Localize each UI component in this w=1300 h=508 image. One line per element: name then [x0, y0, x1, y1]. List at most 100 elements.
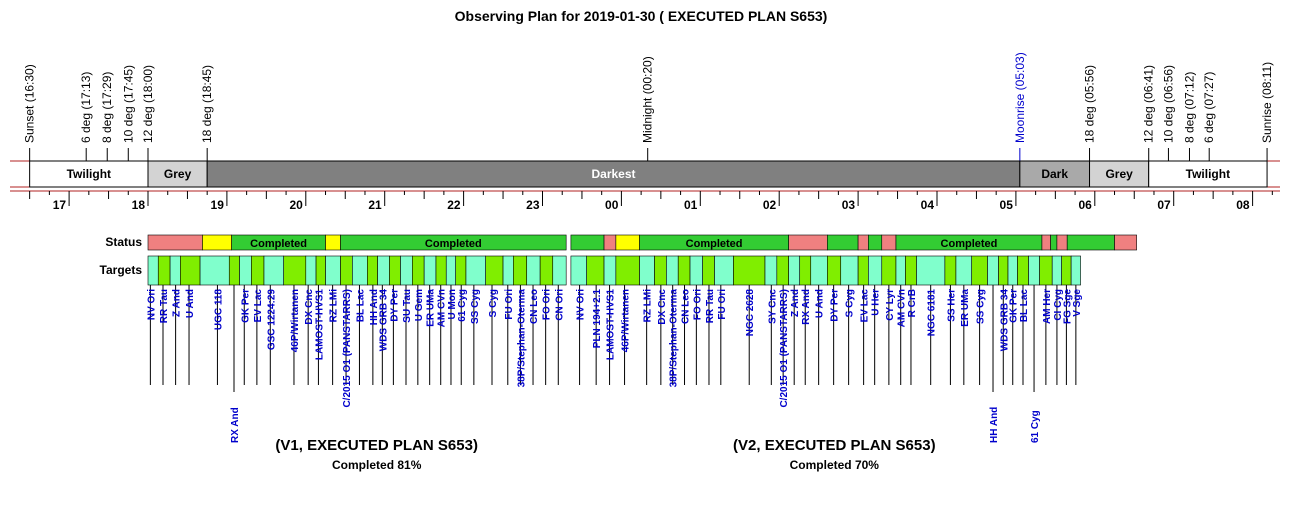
target-label-hh-and: HH And: [369, 289, 380, 325]
target-label-38p-stephan-oterma: 38P/Stephan-Oterma: [516, 289, 527, 388]
targets-row-label: Targets: [100, 263, 143, 277]
target-block-dx-cnc: [305, 255, 317, 286]
target-block-u-her: [868, 255, 883, 286]
target-label-ngc-2628: NGC 2628: [745, 289, 756, 337]
event-label-6-deg-07-27: 6 deg (07:27): [1202, 72, 1216, 143]
target-label-fu-ori: FU Ori: [717, 289, 728, 320]
target-label-61-cyg: 61 Cyg: [457, 289, 468, 322]
status-bar: Completed Completed Completed Completed: [147, 234, 1137, 251]
status-segment-failed: [881, 234, 897, 251]
hour-label-18: 18: [132, 198, 146, 212]
target-block-rz-lmi: [639, 255, 655, 286]
target-block-am-her: [1039, 255, 1053, 286]
target-label-am-cvn: AM CVn: [897, 289, 908, 327]
event-label-sunset-16-30: Sunset (16:30): [23, 64, 37, 143]
target-label-z-and: Z And: [172, 289, 183, 317]
status-segment-completed: [827, 234, 859, 251]
target-label-cy-lyr: CY Lyr: [885, 289, 896, 321]
target-label-u-gem: U Gem: [414, 289, 425, 321]
target-label-c-2015-o1-panstarrs: C/2015 O1 (PANSTARRS): [342, 289, 353, 408]
status-text: Completed: [686, 238, 743, 250]
target-block-nv-ori: [147, 255, 159, 286]
target-label-ugc-118: UGC 118: [213, 289, 224, 331]
target-block-ss-cyg: [971, 255, 988, 286]
target-block-wds-grb-34: [377, 255, 390, 286]
target-block-ngc-2628: [733, 255, 766, 286]
target-block-cn-leo: [526, 255, 541, 286]
target-label-bl-lac: BL Lac: [355, 289, 366, 323]
event-label-12-deg-06-41: 12 deg (06:41): [1142, 65, 1156, 143]
target-block-v-sge: [1070, 255, 1081, 286]
target-block-gk-per: [239, 255, 252, 286]
hour-label-20: 20: [289, 198, 303, 212]
target-label-pln-194-2-1: PLN 194+2.1: [592, 289, 603, 349]
target-block-pln-194-2-1: [586, 255, 605, 286]
target-label-lamost-hvs1: LAMOST-HVS1: [606, 289, 617, 361]
target-label-wds-grb-34: WDS GRB 34: [999, 289, 1010, 352]
status-row-label: Status: [105, 235, 142, 249]
target-block-fg-sge: [1061, 255, 1072, 286]
target-block-s-cyg: [485, 255, 504, 286]
target-label-nv-ori: NV Ori: [576, 289, 587, 320]
hour-label-23: 23: [526, 198, 540, 212]
status-segment-completed: [1050, 234, 1058, 251]
hour-label-02: 02: [763, 198, 777, 212]
event-label-sunrise-08-11: Sunrise (08:11): [1260, 62, 1274, 143]
status-segment-partial: [202, 234, 232, 251]
target-label-u-her: U Her: [871, 289, 882, 316]
target-block-s-cyg: [840, 255, 859, 286]
target-label-ss-cyg: SS Cyg: [976, 289, 987, 324]
target-label-dx-cnc: DX Cnc: [657, 289, 668, 325]
status-segment-failed: [603, 234, 617, 251]
summary-completion-v2: Completed 70%: [790, 458, 880, 472]
hour-label-07: 07: [1157, 198, 1171, 212]
summary-title-v2: (V2, EXECUTED PLAN S653): [733, 437, 936, 454]
phase-grey: [147, 160, 208, 188]
target-block-dy-per: [827, 255, 842, 286]
status-segment-completed: [868, 234, 883, 251]
event-label-6-deg-17-13: 6 deg (17:13): [79, 72, 93, 143]
phase-darkest: [206, 160, 1021, 188]
target-block-fo-ori: [689, 255, 703, 286]
status-text: Completed: [425, 238, 482, 250]
target-label-rz-lmi: RZ LMi: [643, 289, 654, 323]
target-label-rr-tau: RR Tau: [159, 289, 170, 323]
target-block-gk-per: [1007, 255, 1018, 286]
target-label-gsc-1224-29: GSC 1224:29: [266, 289, 277, 351]
target-block-hh-and: [987, 255, 999, 286]
target-label-fo-ori: FO Ori: [542, 289, 553, 320]
target-block-lamost-hvs1: [315, 255, 326, 286]
status-segment-completed: [340, 234, 567, 251]
target-block-z-and: [788, 255, 801, 286]
target-block-cn-ori: [552, 255, 567, 286]
target-block-ci-cyg: [1051, 255, 1062, 286]
target-block-r-crb: [905, 255, 917, 286]
phase-label-darkest: Darkest: [591, 167, 635, 181]
phases-layer: Twilight Grey Darkest Dark Grey Twilight: [10, 160, 1280, 188]
status-segment-completed: [1066, 234, 1115, 251]
target-label-fo-ori: FO Ori: [692, 289, 703, 320]
target-block-dy-per: [389, 255, 401, 286]
target-label-gk-per: GK Per: [240, 289, 251, 323]
phase-label-dark: Dark: [1041, 167, 1068, 181]
target-label-wds-grb-34: WDS GRB 34: [378, 289, 389, 352]
phase-label-twilight: Twilight: [1186, 167, 1230, 181]
event-label-8-deg-17-29: 8 deg (17:29): [100, 72, 114, 143]
hour-label-08: 08: [1236, 198, 1250, 212]
target-label-fg-sge: FG Sge: [1062, 289, 1073, 324]
status-segment-failed: [1056, 234, 1068, 251]
target-label-gk-per: GK Per: [1009, 289, 1020, 323]
target-label-dx-cnc: DX Cnc: [304, 289, 315, 325]
hour-label-19: 19: [211, 198, 225, 212]
target-block-gsc-1224-29: [263, 255, 285, 286]
hour-label-21: 21: [368, 198, 382, 212]
target-label-r-crb: R CrB: [907, 289, 918, 317]
event-label-18-deg-18-45: 18 deg (18:45): [200, 65, 214, 143]
hour-label-03: 03: [842, 198, 856, 212]
target-label-cn-leo: CN Leo: [529, 289, 540, 324]
target-label-s-cyg: S Cyg: [845, 289, 856, 317]
target-block-ss-cyg: [465, 255, 486, 286]
target-label-rz-lmi: RZ LMi: [329, 289, 340, 323]
